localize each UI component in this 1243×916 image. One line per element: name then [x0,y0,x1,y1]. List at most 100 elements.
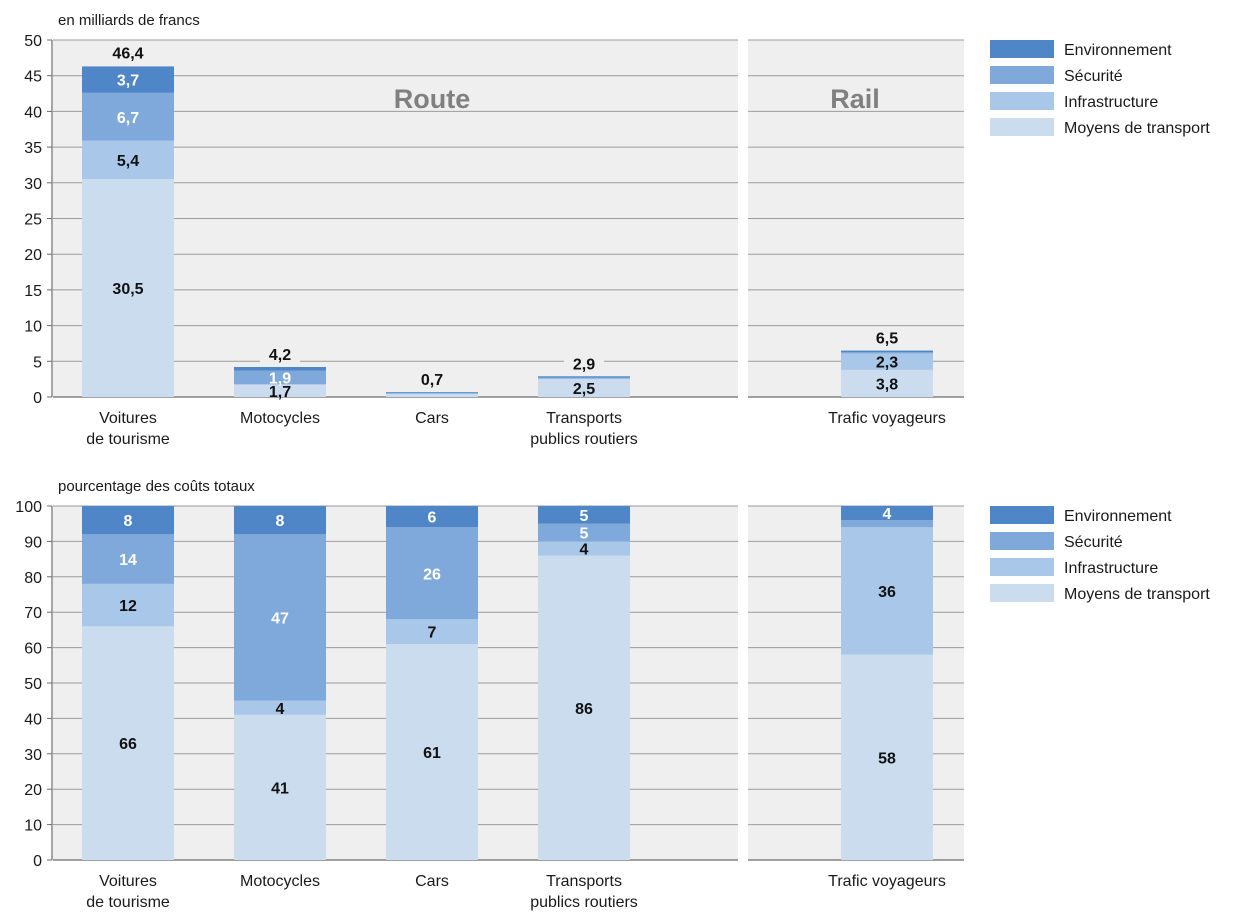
legend-label: Moyens de transport [1064,586,1210,603]
data-label: 30,5 [112,281,143,298]
x-tick-label: de tourisme [86,894,170,911]
y-tick-label: 90 [24,534,42,551]
y-tick-label: 0 [33,853,42,870]
total-label-bg [260,345,300,365]
total-label-bg [867,328,907,348]
bar-segment [538,555,630,860]
legend-swatch [990,40,1054,58]
data-label: 4 [580,541,589,558]
total-label-bg [564,354,604,374]
y-tick-label: 40 [24,104,42,121]
bar-segment [234,370,326,385]
y-tick-label: 60 [24,641,42,658]
bar-segment [82,66,174,93]
bar-segment [386,644,478,860]
data-label: 3,7 [117,73,139,90]
y-tick-label: 30 [24,747,42,764]
data-label: 26 [423,566,441,583]
bar-segment [234,384,326,397]
bar-segment [82,534,174,584]
data-label: 66 [119,736,137,753]
data-label: 5 [580,508,589,525]
legend-swatch [990,584,1054,602]
y-tick-label: 20 [24,247,42,264]
data-label: 1,7 [269,384,291,401]
bar-segment [386,392,478,394]
bar-segment [841,369,933,397]
legend-swatch [990,506,1054,524]
legend-label: Infrastructure [1064,94,1158,111]
y-tick-label: 5 [33,354,42,371]
x-tick-label: Cars [415,873,449,890]
data-label: 2,3 [876,355,898,372]
legend-label: Environnement [1064,508,1172,525]
x-tick-label: Cars [415,410,449,427]
bar-segment [386,394,478,397]
y-tick-label: 45 [24,69,42,86]
x-tick-label: publics routiers [530,431,638,448]
bar-segment [82,626,174,860]
bar-segment [234,506,326,535]
legend-label: Infrastructure [1064,560,1158,577]
total-label: 0,7 [421,372,443,389]
legend-swatch [990,92,1054,110]
bar-segment [82,506,174,535]
data-label: 4 [276,701,285,718]
data-label: 14 [119,552,137,569]
x-tick-label: Motocycles [240,410,320,427]
total-label: 6,5 [876,331,898,348]
x-tick-label: publics routiers [530,894,638,911]
bar-segment [538,523,630,542]
data-label: 1,9 [269,370,291,387]
bar-segment [82,92,174,141]
x-tick-label: Trafic voyageurs [828,410,946,427]
legend-swatch [990,558,1054,576]
unit-label: en milliards de francs [58,12,200,29]
data-label: 4 [883,506,892,523]
bar-segment [841,353,933,370]
bar-segment [82,140,174,180]
chart-1: en milliards de francs 0 5 10 15 20 25 30 35 40 45… [24,12,1210,448]
panel-title: Route [394,84,471,114]
data-label: 58 [878,750,896,767]
bar-segment [841,527,933,655]
legend-swatch [990,66,1054,84]
x-tick-label: Transports [546,873,622,890]
bar-segment [82,583,174,627]
legend-label: Sécurité [1064,68,1123,85]
total-label: 46,4 [112,46,143,63]
y-tick-label: 10 [24,319,42,336]
y-tick-label: 50 [24,676,42,693]
y-tick-label: 10 [24,818,42,835]
bar-segment [234,700,326,715]
bar-segment [386,392,478,393]
x-tick-label: Voitures [99,873,157,890]
total-label: 4,2 [269,347,291,364]
y-tick-label: 0 [33,390,42,407]
y-tick-label: 70 [24,605,42,622]
unit-label: pourcentage des coûts totaux [58,478,255,495]
data-label: 5 [580,526,589,543]
y-tick-label: 15 [24,283,42,300]
bar-segment [82,179,174,397]
bar-segment [386,393,478,395]
y-tick-label: 25 [24,212,42,229]
y-tick-label: 35 [24,140,42,157]
bar-segment [386,619,478,645]
legend-swatch [990,118,1054,136]
legend-swatch [990,532,1054,550]
data-label: 36 [878,584,896,601]
data-label: 3,8 [876,376,898,393]
data-label: 7 [428,625,437,642]
data-label: 8 [124,513,133,530]
x-tick-label: Voitures [99,410,157,427]
y-tick-label: 30 [24,176,42,193]
data-label: 5,4 [117,153,139,170]
legend-label: Environnement [1064,42,1172,59]
bar-segment [538,541,630,556]
x-tick-label: Transports [546,410,622,427]
bar-segment [841,352,933,354]
y-tick-label: 20 [24,782,42,799]
